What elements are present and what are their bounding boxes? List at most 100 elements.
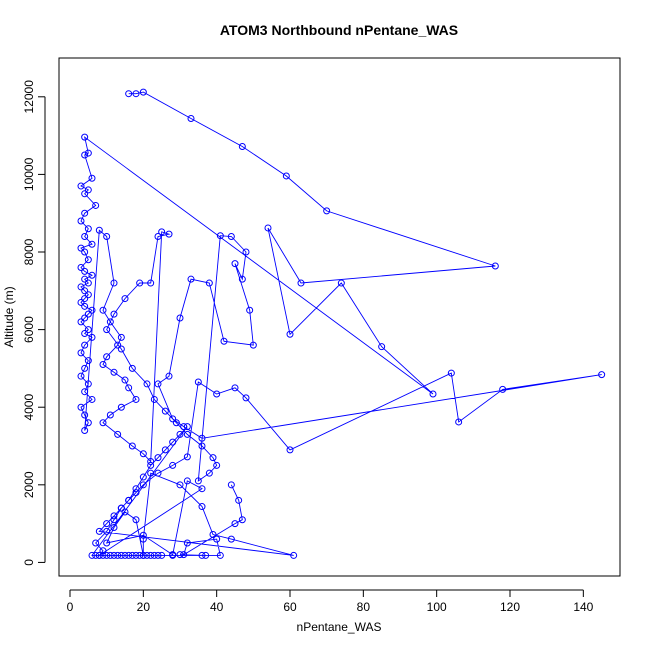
data-point [117,551,125,559]
y-tick-label: 2000 [22,471,36,498]
x-tick-label: 60 [283,600,297,614]
data-point [88,271,96,279]
data-point [103,326,111,334]
data-point [132,90,140,98]
data-point [286,446,294,454]
data-point [242,248,250,256]
data-point [121,551,129,559]
data-point [136,279,144,287]
data-point [238,516,246,524]
data-point [132,551,140,559]
data-point [169,438,177,446]
x-tick-label: 140 [573,600,593,614]
data-point [106,551,114,559]
data-point [81,329,89,337]
data-point [150,551,158,559]
data-point [180,551,188,559]
y-tick-label: 6000 [22,316,36,343]
data-point [235,496,243,504]
data-point [77,182,85,190]
data-point [103,520,111,528]
data-point [88,240,96,248]
data-point [209,454,217,462]
data-point [139,473,147,481]
data-point [202,551,210,559]
data-point [77,318,85,326]
data-point [139,551,147,559]
data-point [216,551,224,559]
data-point [198,485,206,493]
data-point [216,232,224,240]
data-point [114,551,122,559]
data-point [95,527,103,535]
data-point [264,224,272,232]
data-point [84,380,92,388]
x-tick-label: 0 [67,600,74,614]
data-point [169,551,177,559]
data-point [77,283,85,291]
data-point [103,232,111,240]
data-point [99,547,107,555]
data-point [81,388,89,396]
data-point [121,508,129,516]
data-point [114,430,122,438]
data-point [81,232,89,240]
data-point [92,551,100,559]
data-point [227,481,235,489]
x-tick-label: 100 [427,600,447,614]
data-point [121,295,129,303]
data-point [77,244,85,252]
data-point [147,458,155,466]
x-tick-label: 80 [357,600,371,614]
data-point [231,520,239,528]
data-point [81,133,89,141]
data-point [84,310,92,318]
data-point [88,174,96,182]
data-point [81,411,89,419]
data-point [154,551,162,559]
data-point [154,232,162,240]
data-point [183,477,191,485]
data-point [77,372,85,380]
data-point [169,415,177,423]
data-point [499,385,507,393]
data-point [286,330,294,338]
data-point [176,430,184,438]
data-point [77,298,85,306]
data-point [323,207,331,215]
data-point [81,426,89,434]
data-point [194,378,202,386]
data-point [246,306,254,314]
data-point [154,380,162,388]
data-point [125,551,133,559]
y-axis: 0 2000 4000 6000 8000 10000 12000 [22,80,46,566]
data-point [110,512,118,520]
data-point [176,551,184,559]
data-point [84,279,92,287]
data-point [110,523,118,531]
data-point [128,364,136,372]
data-point [81,209,89,217]
y-tick-label: 10000 [22,157,36,191]
data-point [84,357,92,365]
data-point [92,201,100,209]
data-point [447,369,455,377]
data-point [231,384,239,392]
data-point [238,142,246,150]
data-point [81,364,89,372]
data-point [92,539,100,547]
data-point [139,535,147,543]
series-path [80,91,602,556]
data-point [165,230,173,238]
data-point [84,186,92,194]
data-point [139,531,147,539]
data-point [110,368,118,376]
data-point [84,419,92,427]
data-point [139,88,147,96]
data-point [150,395,158,403]
data-point [114,341,122,349]
data-point [187,115,195,123]
data-point [176,481,184,489]
data-point [81,295,89,303]
data-point [205,279,213,287]
